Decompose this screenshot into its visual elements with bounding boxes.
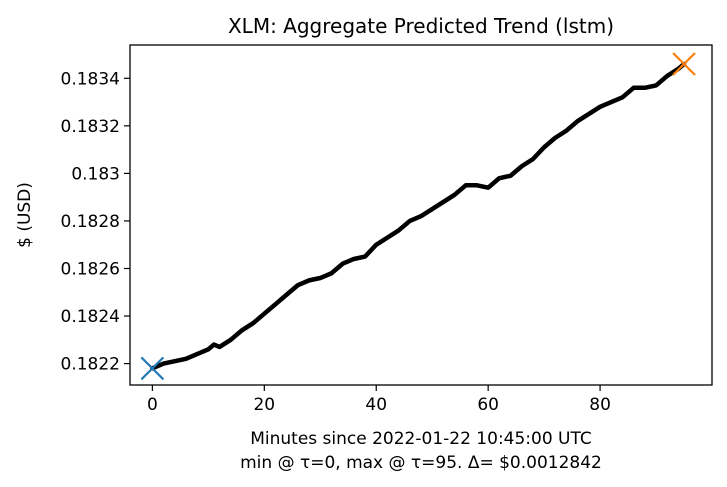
x-tick-label: 80 [589,395,611,415]
y-axis-label: $ (USD) [15,182,35,248]
y-tick-label: 0.1822 [61,355,120,375]
y-tick-label: 0.1826 [61,259,120,279]
x-axis-sublabel: min @ τ=0, max @ τ=95. Δ= $0.0012842 [240,453,602,473]
y-tick-label: 0.1824 [61,307,120,327]
y-tick-label: 0.183 [71,164,120,184]
x-tick-label: 40 [365,395,387,415]
x-tick-label: 0 [147,395,158,415]
chart-title: XLM: Aggregate Predicted Trend (lstm) [228,14,614,38]
marker-layer [140,52,696,381]
max-marker [672,52,696,76]
x-axis-label: Minutes since 2022-01-22 10:45:00 UTC [250,429,592,449]
min-marker [140,356,165,381]
y-tick-label: 0.1832 [61,117,120,137]
series-line [150,61,687,371]
x-tick-label: 20 [253,395,275,415]
y-tick-label: 0.1828 [61,212,120,232]
x-tick-label: 60 [477,395,499,415]
y-tick-label: 0.1834 [61,69,120,89]
y-axis-ticks: 0.1822 0.1824 0.1826 0.1828 0.183 0.1832 0.183… [61,69,130,375]
x-axis-ticks: 0 20 40 60 80 [147,385,611,415]
series-layer [150,61,687,371]
